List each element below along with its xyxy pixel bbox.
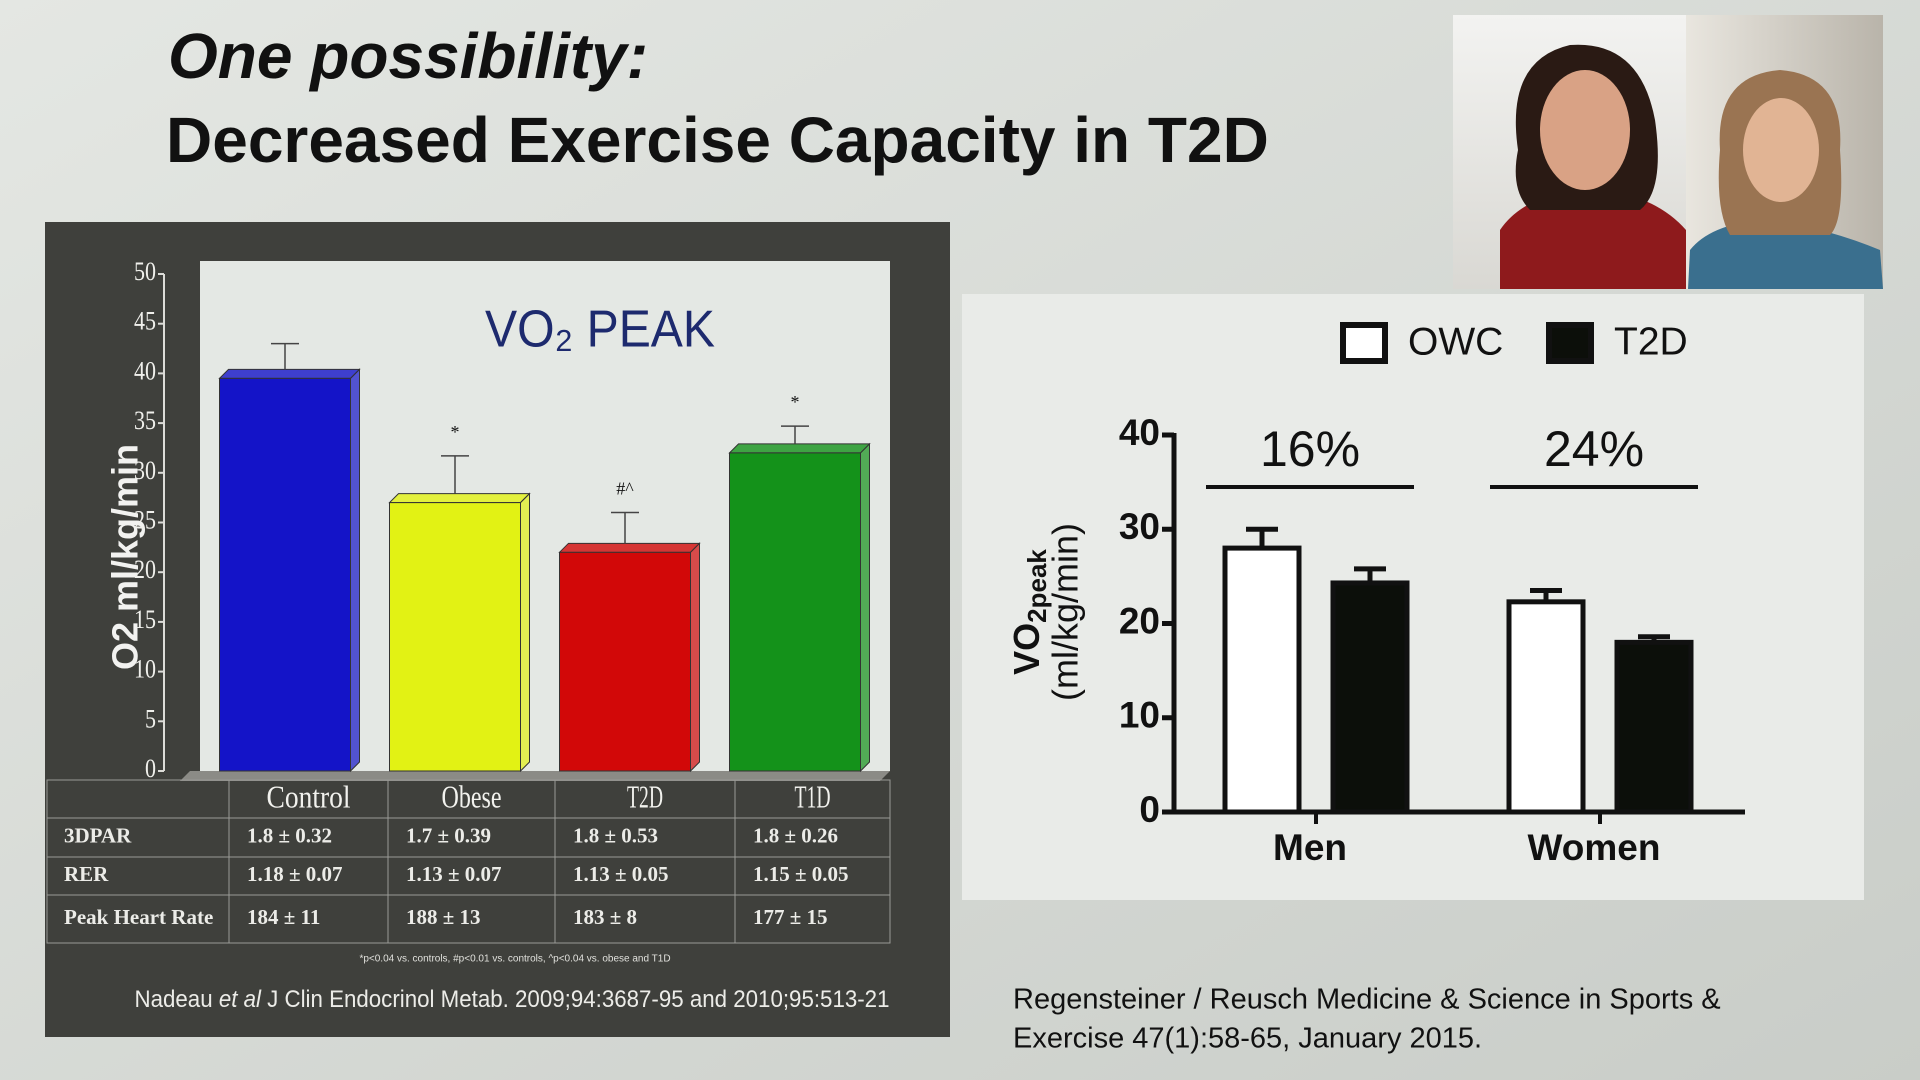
significance-label: * [791,392,800,412]
y-tick-label: 15 [134,605,156,634]
bar-side [520,492,530,773]
y-tick-label: 50 [134,257,156,286]
chart-title: VO₂ PEAK [485,301,715,359]
table-header: T2D [627,778,663,814]
y-tick-label: 20 [134,555,156,584]
legend-swatch [1340,322,1388,364]
legend-label: OWC [1408,320,1503,363]
photo-shape [1540,70,1630,190]
significance-label: * [451,422,460,442]
table-cell: 1.7 ± 0.39 [406,823,491,847]
legend-label: T2D [1614,320,1688,363]
right-panel [962,294,1864,900]
table-cell: 1.13 ± 0.05 [573,862,669,886]
bar [1506,599,1586,815]
data-table: Control Obese T2D T1D 3DPAR 1.8 ± 0.32 1.7 ± 0… [46,778,891,944]
error-bar [271,342,299,370]
table-cell: 177 ± 15 [753,905,828,929]
table-cell: 1.13 ± 0.07 [406,862,502,886]
citation-part: J Clin Endocrinol Metab. 2009;94:3687-95… [267,986,889,1013]
table-cell: 1.18 ± 0.07 [247,862,343,886]
y-tick-label: 30 [1119,506,1160,547]
annotation: 24% [1544,421,1644,477]
bar-side [350,368,360,773]
bar [1222,545,1302,815]
table-row-label: Peak Heart Rate [64,905,213,929]
table-header: Obese [442,778,502,814]
x-tick-label: Women [1528,827,1661,868]
annotation: 16% [1260,421,1360,477]
legend-swatch [1546,322,1594,364]
bar [729,452,861,772]
table-row-label: RER [64,862,109,886]
y-tick-label: 5 [145,704,156,733]
y-tick-label: 40 [134,356,156,385]
y-axis-title-part: 2peak [1022,549,1052,623]
footnote: *p<0.04 vs. controls, #p<0.01 vs. contro… [359,954,670,965]
bar-top [388,493,531,504]
photo-shape [1743,98,1819,202]
citation: Exercise 47(1):58-65, January 2015. [1013,1023,1482,1055]
y-axis-title: (ml/kg/min) [1045,523,1086,701]
table-cell: 1.15 ± 0.05 [753,862,849,886]
citation-part: et al [219,986,262,1013]
table-header: T1D [795,778,831,814]
photo-shape [1688,220,1883,289]
y-axis-title: O2 ml/kg/min [105,444,146,670]
bar [219,377,351,772]
significance-label: #^ [616,479,634,499]
bar [1330,580,1410,815]
bar [389,502,521,772]
slide-title: Decreased Exercise Capacity in T2D [166,104,1269,176]
y-tick-label: 45 [134,307,156,336]
y-axis-title-part: VO [1006,623,1047,675]
y-axis-title: VO2peak [1006,549,1052,675]
bar-side [690,542,700,773]
photos [1453,15,1883,289]
table-cell: 188 ± 13 [406,905,481,929]
bar-top [558,542,701,553]
bar-side [860,442,870,773]
y-tick-label: 0 [1139,789,1160,830]
y-tick-label: 25 [134,505,156,534]
photo-shape [1500,190,1686,289]
bar-top [728,443,871,454]
y-tick-label: 10 [1119,695,1160,736]
y-tick-label: 40 [1119,412,1160,453]
bar [1614,639,1694,815]
citation-part: Nadeau [135,986,213,1013]
y-tick-label: 0 [145,754,156,783]
error-bar [611,511,639,544]
table-header: Control [267,778,351,814]
y-tick-label: 35 [134,406,156,435]
citation: Regensteiner / Reusch Medicine & Science… [1013,984,1721,1016]
table-border [46,779,891,944]
error-bar [781,425,809,444]
error-bar [441,455,469,494]
table-row-label: 3DPAR [64,823,132,847]
table-cell: 1.8 ± 0.32 [247,823,332,847]
table-cell: 183 ± 8 [573,905,637,929]
citation: Nadeau et al J Clin Endocrinol Metab. 20… [135,986,890,1013]
table-cell: 1.8 ± 0.26 [753,823,838,847]
y-tick-label: 20 [1119,600,1160,641]
table-cell: 184 ± 11 [247,905,320,929]
x-tick-label: Men [1273,827,1347,868]
y-tick-label: 10 [134,655,156,684]
table-cell: 1.8 ± 0.53 [573,823,658,847]
bar [559,551,691,772]
plot-floor [180,771,890,781]
y-tick-label: 30 [134,456,156,485]
error-bar [1246,526,1278,549]
bar-top [218,368,361,379]
slide-title: One possibility: [168,20,648,92]
